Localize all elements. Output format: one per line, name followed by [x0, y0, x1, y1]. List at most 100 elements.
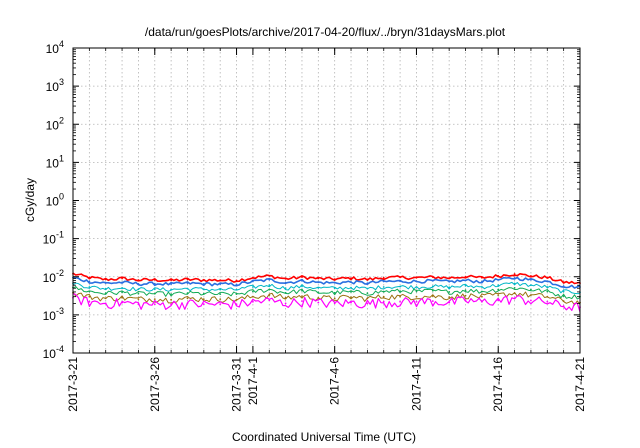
data-point	[317, 277, 320, 280]
data-point	[333, 287, 336, 290]
data-point	[350, 281, 352, 283]
data-point	[252, 286, 254, 288]
data-point	[415, 276, 418, 279]
data-point	[186, 282, 189, 284]
data-point	[317, 296, 320, 299]
series-3	[72, 281, 581, 295]
data-point	[481, 295, 483, 298]
data-point	[202, 298, 205, 300]
data-point	[448, 301, 451, 304]
data-point	[562, 290, 565, 293]
y-tick-label-base: 10	[43, 347, 57, 361]
data-point	[284, 291, 287, 294]
data-point	[301, 289, 303, 292]
data-point	[366, 292, 369, 295]
data-point	[170, 303, 173, 306]
data-point	[497, 278, 500, 281]
data-point	[153, 288, 156, 291]
y-tick-label-base: 10	[43, 271, 57, 285]
y-tick-label: 10-1	[43, 230, 64, 247]
data-point	[333, 297, 336, 300]
data-point	[137, 303, 140, 306]
data-point	[235, 293, 238, 295]
data-point	[382, 295, 385, 298]
y-tick-label-exponent: -3	[56, 306, 64, 316]
data-point	[235, 283, 238, 286]
data-point	[88, 295, 91, 298]
data-point	[88, 300, 91, 303]
data-point	[382, 286, 385, 288]
data-point	[252, 295, 254, 298]
data-point	[137, 292, 140, 295]
data-point	[202, 288, 205, 291]
data-point	[88, 290, 91, 293]
axis-ticks: 10-410-310-210-11001011021031042017-3-21…	[43, 39, 587, 412]
data-point	[88, 276, 91, 279]
y-tick-label: 10-3	[43, 306, 64, 323]
series-line	[72, 286, 581, 300]
data-point	[153, 278, 156, 281]
data-point	[88, 280, 91, 283]
data-point	[448, 286, 451, 289]
data-point	[268, 294, 271, 296]
data-point	[121, 281, 123, 284]
data-point	[382, 290, 385, 293]
data-point	[366, 287, 369, 290]
data-point	[448, 277, 451, 279]
data-point	[219, 303, 222, 306]
data-point	[530, 278, 532, 281]
data-point	[562, 305, 565, 307]
data-point	[252, 276, 254, 279]
data-point	[350, 291, 352, 293]
y-tick-label-exponent: 3	[59, 77, 64, 87]
series-line	[72, 281, 580, 295]
data-point	[399, 290, 401, 292]
series-line	[72, 291, 581, 306]
x-axis-label: Coordinated Universal Time (UTC)	[232, 430, 416, 444]
x-tick-label: 2017-4-1	[246, 357, 260, 405]
y-tick-label: 100	[46, 192, 64, 209]
y-tick-label-base: 10	[46, 156, 60, 170]
data-point	[153, 303, 156, 306]
data-point	[415, 300, 418, 303]
data-point	[546, 300, 549, 303]
data-point	[104, 282, 107, 284]
data-point	[546, 286, 549, 288]
data-point	[121, 296, 123, 299]
series-5	[72, 291, 581, 306]
data-point	[317, 301, 320, 304]
data-point	[497, 294, 500, 296]
y-tick-label-base: 10	[43, 233, 57, 247]
data-point	[366, 297, 369, 300]
data-point	[497, 275, 500, 277]
data-point	[170, 283, 173, 285]
y-tick-label: 10-4	[43, 344, 64, 361]
data-point	[301, 300, 303, 302]
data-point	[186, 302, 189, 305]
data-point	[317, 287, 320, 289]
data-point	[202, 279, 205, 281]
plot-series	[72, 272, 581, 313]
data-point	[88, 286, 91, 288]
data-point	[137, 279, 140, 281]
data-point	[431, 285, 434, 288]
series-line	[72, 293, 581, 313]
data-point	[186, 292, 189, 295]
data-point	[382, 300, 385, 303]
data-point	[481, 280, 483, 283]
data-point	[301, 276, 303, 278]
data-point	[366, 302, 369, 305]
data-point	[235, 298, 238, 301]
data-point	[268, 275, 271, 277]
data-point	[448, 296, 451, 299]
data-point	[121, 301, 123, 304]
data-point	[121, 277, 123, 280]
x-tick-label: 2017-4-11	[409, 357, 423, 411]
data-point	[121, 287, 123, 289]
data-point	[202, 303, 205, 306]
data-point	[252, 280, 254, 283]
data-point	[464, 284, 467, 287]
data-point	[170, 298, 173, 301]
data-point	[104, 292, 107, 295]
